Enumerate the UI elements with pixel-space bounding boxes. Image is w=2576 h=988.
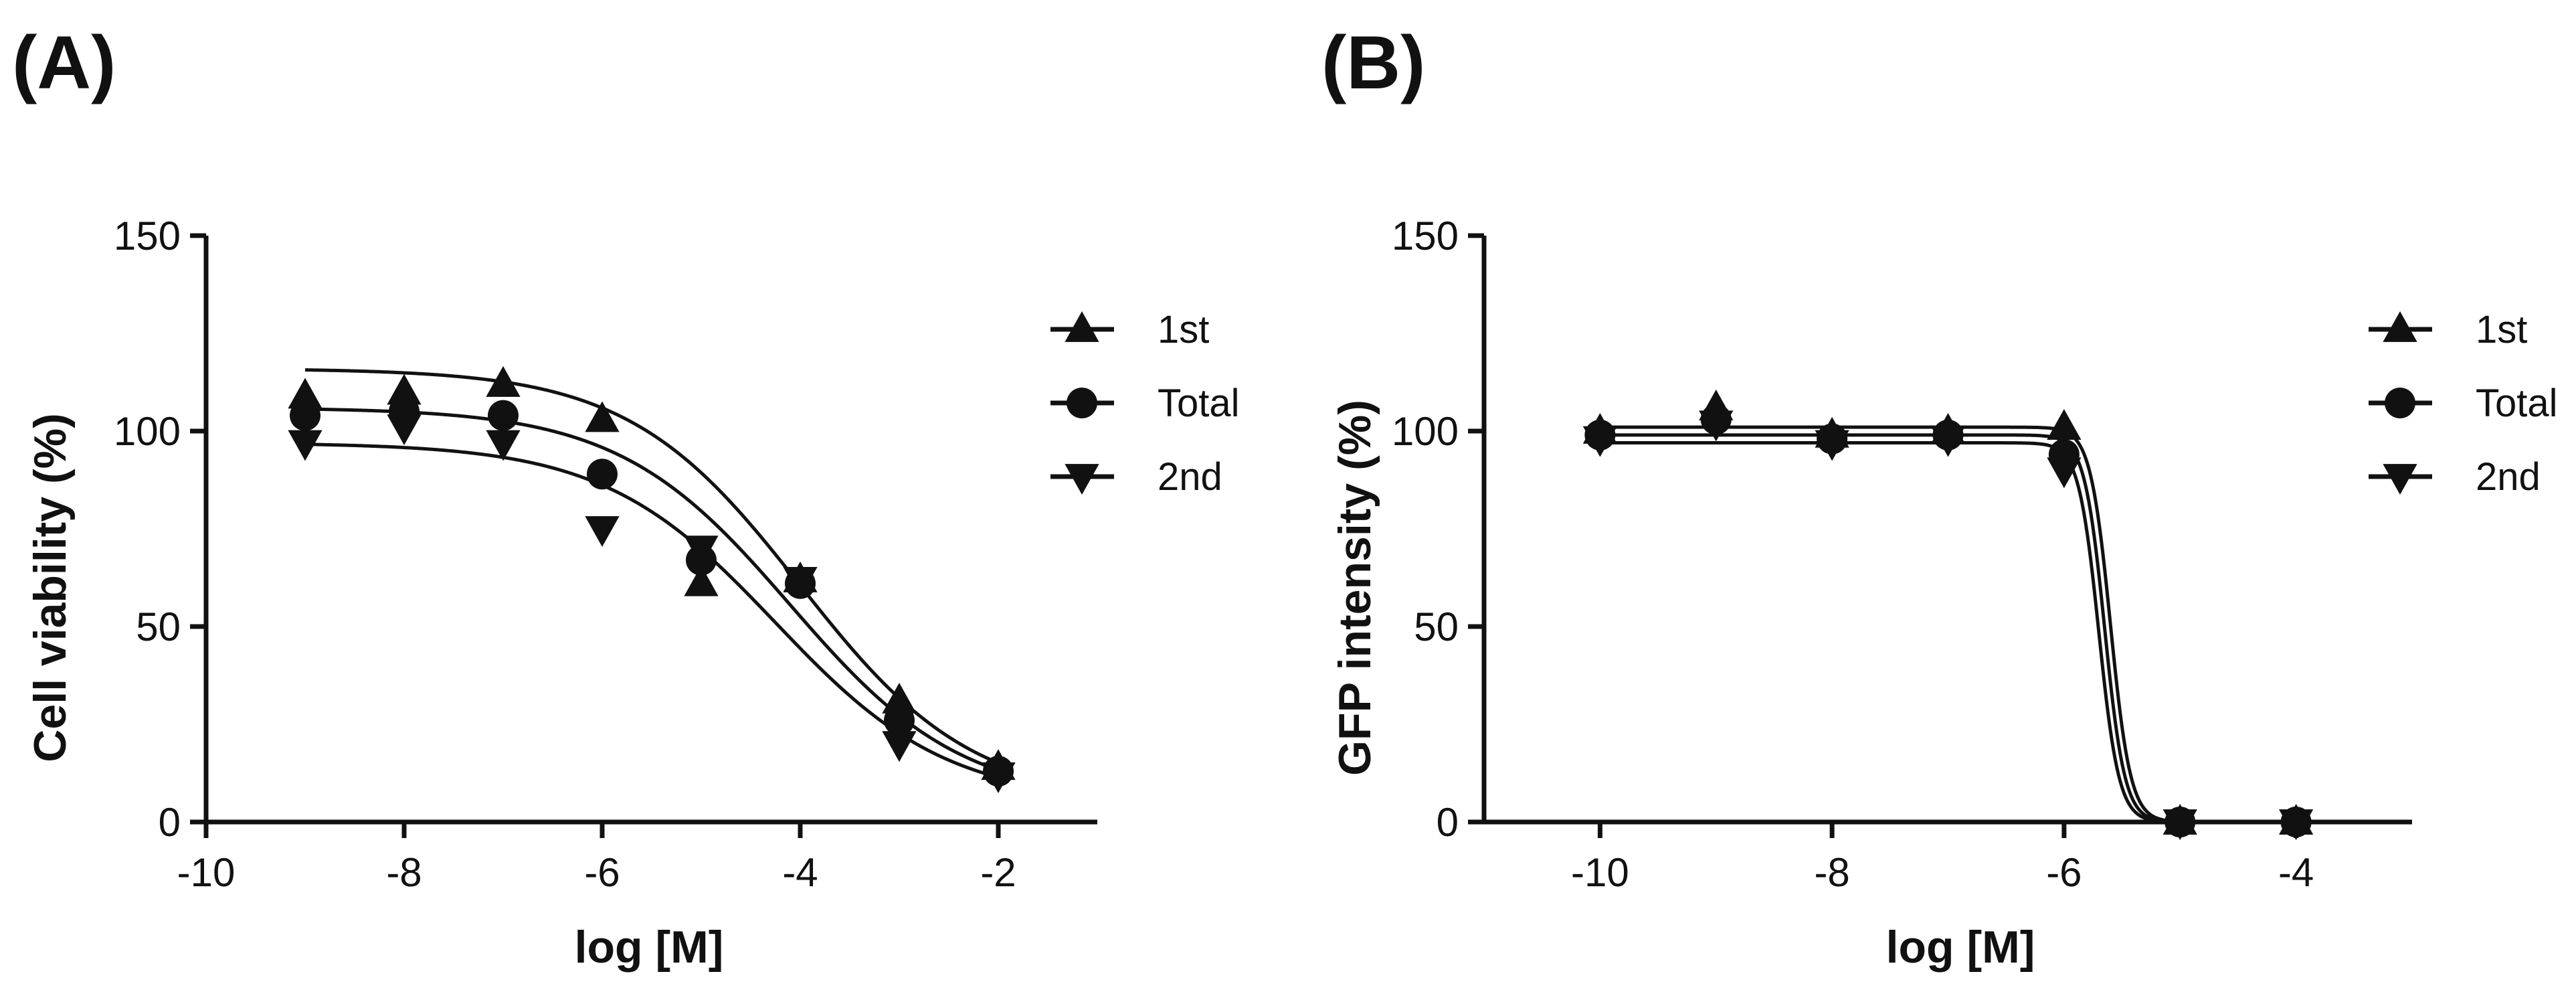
panel-b-point-2nd [1815, 430, 1849, 461]
panel-a-x-tick-label: -6 [584, 850, 620, 895]
panel-a-point-2nd [288, 430, 323, 461]
panel-b-x-tick-label: -10 [1571, 850, 1629, 895]
panel-a-legend-marker-1st [1065, 311, 1099, 342]
panel-a-point-total [488, 400, 519, 431]
panel-b-fit-curve-1st [1600, 425, 2296, 824]
panel-b-y-tick-label: 0 [1437, 800, 1459, 845]
panel-a-y-tick-label: 0 [159, 800, 181, 845]
panel-a-point-1st [684, 565, 719, 596]
panel-a-point-total [884, 705, 915, 736]
panel-b-point-1st [2047, 409, 2082, 440]
panel-b-legend-label: Total [2476, 382, 2558, 425]
panel-a-x-axis-title: log [M] [575, 922, 724, 973]
panel-a-point-2nd [981, 762, 1016, 793]
panel-a: (A) Cell viability (%) log [M] 0 50 100 150… [12, 21, 1240, 973]
panel-b-y-tick-label: 50 [1414, 604, 1459, 649]
panel-a-legend-marker-total [1067, 388, 1097, 418]
panel-b-point-2nd [2163, 809, 2197, 840]
panel-a-point-2nd [387, 414, 422, 446]
panel-b-x-axis-title: log [M] [1886, 922, 2035, 973]
panel-a-legend-label: Total [1158, 382, 1240, 425]
panel-a-legend-label: 2nd [1158, 455, 1222, 499]
panel-a-fit-curve-1st [304, 368, 999, 765]
panel-a-fit-curve-2nd [304, 442, 999, 779]
panel-b-point-2nd [2047, 457, 2082, 489]
panel-a-point-1st [387, 374, 422, 405]
panel-a-y-axis-title: Cell viability (%) [25, 413, 76, 762]
panel-b-legend-label: 2nd [2476, 455, 2541, 499]
panel-a-x-tick-label: -8 [386, 850, 422, 895]
panel-a-x-tick-label: -2 [980, 850, 1016, 895]
panel-b-legend-marker-1st [2383, 311, 2417, 342]
panel-b-y-tick-label: 100 [1392, 409, 1459, 454]
panel-a-legend-marker-2nd [1065, 464, 1099, 495]
panel-a-x-tick-label: -4 [782, 850, 818, 895]
panel-b-point-2nd [1699, 410, 1734, 442]
panel-b-fit-curve-2nd [1600, 441, 2296, 824]
panel-b: (B) GFP intensity (%) log [M] 0 50 100 150 -… [1321, 21, 2558, 973]
panel-a-y-tick-label: 50 [136, 604, 181, 649]
panel-a-point-1st [288, 378, 323, 409]
panel-a-point-total [587, 459, 618, 490]
panel-b-x-tick-label: -8 [1814, 850, 1849, 895]
panel-a-point-total [290, 400, 320, 431]
panel-a-point-2nd [882, 731, 917, 762]
panel-a-point-1st [585, 401, 620, 432]
panel-b-x-tick-label: -6 [2046, 850, 2082, 895]
panel-a-point-2nd [486, 430, 521, 461]
panel-a-point-1st [882, 682, 917, 714]
panel-a-x-tick-label: -10 [177, 850, 236, 895]
panel-a-y-tick-label: 100 [114, 409, 181, 454]
panel-a-fit-curve-total [304, 407, 999, 772]
panel-b-legend-label: 1st [2476, 308, 2527, 351]
panel-a-point-1st [486, 365, 521, 397]
panel-b-legend-marker-total [2385, 388, 2415, 418]
panel-b-y-axis-title: GFP intensity (%) [1329, 400, 1380, 776]
panel-b-point-2nd [1930, 426, 1966, 457]
panel-b-point-2nd [2278, 809, 2314, 840]
panel-b-label: (B) [1321, 21, 1425, 104]
panel-a-point-2nd [783, 567, 818, 598]
panel-a-legend-label: 1st [1158, 308, 1209, 351]
panel-a-y-tick-label: 150 [114, 214, 181, 258]
panel-a-label: (A) [12, 21, 116, 104]
panel-b-x-tick-label: -4 [2278, 850, 2314, 895]
panel-b-point-2nd [1582, 426, 1618, 457]
panel-b-y-tick-label: 150 [1392, 214, 1459, 258]
panel-a-point-2nd [585, 516, 620, 547]
panel-b-fit-curve-total [1600, 433, 2296, 824]
panel-b-legend-marker-2nd [2383, 464, 2417, 495]
panel-a-point-2nd [684, 536, 719, 567]
